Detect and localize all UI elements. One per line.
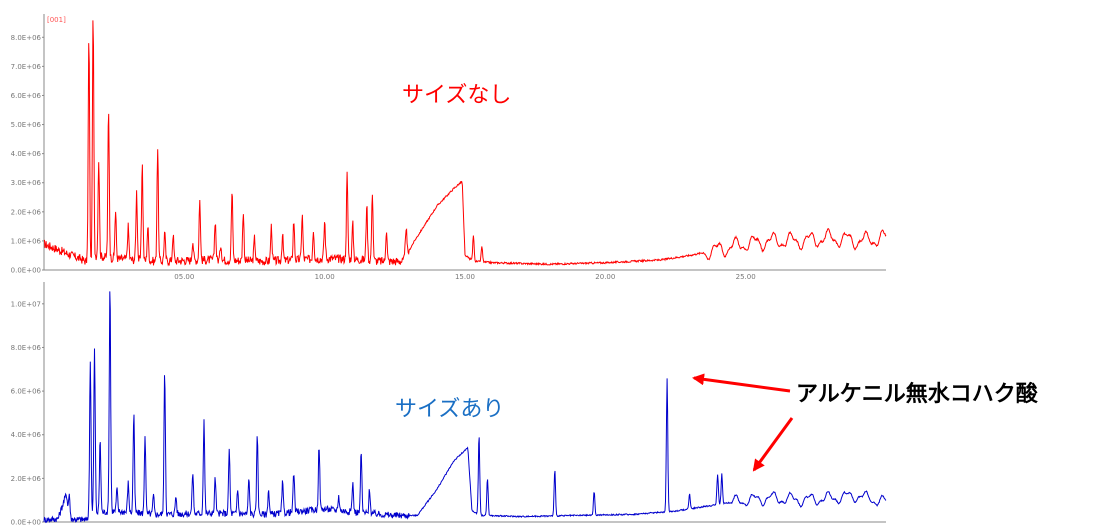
callout-annotation: アルケニル無水コハク酸 bbox=[692, 373, 1039, 472]
y-tick-label: 2.0E+06 bbox=[11, 208, 42, 216]
chromatogram-panel-no-size: [001] 0.0E+00 1.0E+06 2.0E+06 3.0E+06 4.0E+0… bbox=[11, 14, 887, 281]
panel-title: [001] bbox=[47, 16, 66, 24]
y-tick-label: 5.0E+06 bbox=[11, 121, 42, 129]
x-tick-label: 25.00 bbox=[736, 273, 756, 281]
y-tick-label: 7.0E+06 bbox=[11, 63, 42, 71]
y-tick-label: 0.0E+00 bbox=[11, 267, 41, 275]
y-tick-labels: 0.0E+00 1.0E+06 2.0E+06 3.0E+06 4.0E+06 5.0E+… bbox=[11, 34, 44, 275]
callout-label: アルケニル無水コハク酸 bbox=[796, 381, 1039, 407]
series-label-with-size: サイズあり bbox=[395, 397, 504, 422]
y-tick-label: 1.0E+07 bbox=[11, 300, 41, 308]
x-tick-label: 10.00 bbox=[315, 273, 335, 281]
y-tick-label: 6.0E+06 bbox=[11, 92, 42, 100]
x-tick-label: 20.00 bbox=[595, 273, 615, 281]
y-tick-label: 8.0E+06 bbox=[11, 344, 42, 352]
y-tick-label: 0.0E+00 bbox=[11, 519, 41, 527]
x-tick-labels: 05.00 10.00 15.00 20.00 25.00 bbox=[174, 273, 755, 281]
y-tick-label: 2.0E+06 bbox=[11, 475, 42, 483]
y-tick-label: 4.0E+06 bbox=[11, 431, 42, 439]
chromatogram-panel-with-size: 0.0E+00 2.0E+06 4.0E+06 6.0E+06 8.0E+06 1.0E+… bbox=[11, 282, 887, 527]
series-label-no-size: サイズなし bbox=[402, 83, 511, 108]
callout-arrow-lower bbox=[752, 417, 794, 472]
y-tick-label: 1.0E+06 bbox=[11, 237, 42, 245]
series-line-no-size bbox=[44, 20, 887, 267]
y-tick-label: 3.0E+06 bbox=[11, 179, 42, 187]
y-tick-label: 6.0E+06 bbox=[11, 388, 42, 396]
y-tick-labels: 0.0E+00 2.0E+06 4.0E+06 6.0E+06 8.0E+06 1.0E+… bbox=[11, 300, 44, 527]
y-tick-label: 4.0E+06 bbox=[11, 150, 42, 158]
x-tick-label: 15.00 bbox=[455, 273, 475, 281]
x-tick-label: 05.00 bbox=[174, 273, 194, 281]
callout-arrow-upper bbox=[692, 373, 791, 393]
y-tick-label: 8.0E+06 bbox=[11, 34, 42, 42]
series-line-with-size bbox=[43, 291, 887, 524]
